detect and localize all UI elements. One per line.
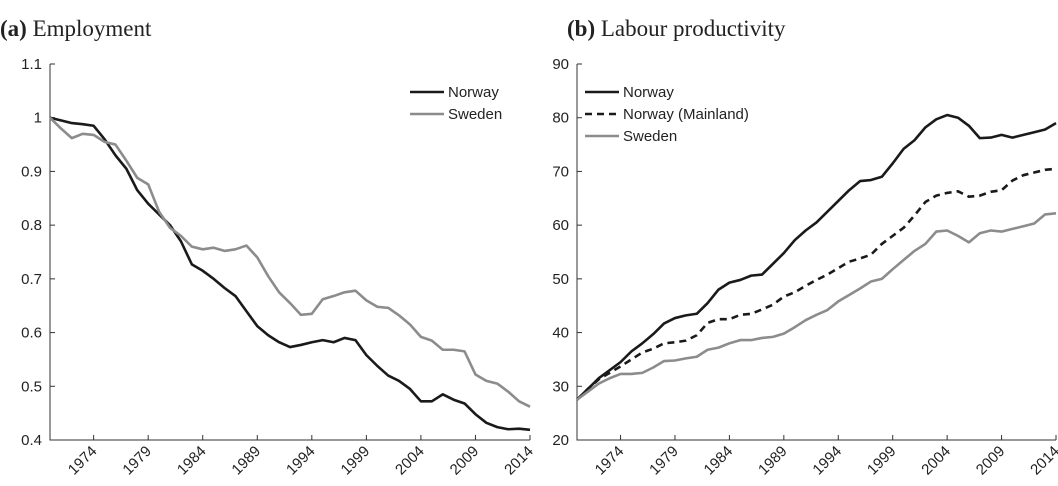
x-tick-label: 1994 [283,443,319,479]
y-tick-label: 40 [552,325,569,342]
y-tick-label: 0.8 [21,217,42,234]
series-line [576,212,1057,401]
series-line [576,167,1057,401]
x-tick-label: 2014 [1027,443,1058,479]
x-tick-label: 2014 [501,443,537,479]
y-tick-label: 70 [552,163,569,180]
y-tick-label: 1.1 [21,56,42,73]
x-tick-label: 1994 [809,443,845,479]
x-tick-label: 2004 [918,443,954,479]
legend-label: Sweden [448,106,502,123]
panel-letter: (a) [0,16,27,41]
panel-title-text: Labour productivity [601,16,786,41]
legend-label: Norway (Mainland) [623,106,749,123]
y-tick-label: 0.5 [21,378,42,395]
y-tick-label: 0.4 [21,432,42,449]
x-tick-label: 1989 [755,443,791,479]
series-line [49,116,531,432]
x-tick-label: 2009 [973,443,1009,479]
x-tick-label: 1989 [228,443,264,479]
y-tick-label: 1 [34,110,42,127]
y-tick-label: 0.7 [21,271,42,288]
x-tick-label: 1974 [592,443,628,479]
x-tick-label: 2009 [447,443,483,479]
y-tick-label: 0.9 [21,163,42,180]
legend-label: Norway [623,84,674,101]
x-tick-label: 1999 [338,443,374,479]
x-tick-label: 1979 [119,443,155,479]
x-tick-label: 1984 [174,443,210,479]
x-tick-label: 2004 [392,443,428,479]
y-tick-label: 90 [552,56,569,73]
x-tick-label: 1999 [864,443,900,479]
legend-label: Sweden [623,128,677,145]
panel-title: (a) Employment [0,16,152,41]
series-line [49,116,531,408]
y-tick-label: 80 [552,110,569,127]
x-tick-label: 1974 [65,443,101,479]
panel-letter: (b) [567,16,595,41]
y-tick-label: 30 [552,378,569,395]
y-tick-label: 60 [552,217,569,234]
x-tick-label: 1979 [646,443,682,479]
series-line [576,113,1057,401]
panel-title: (b) Labour productivity [567,16,786,41]
y-tick-label: 50 [552,271,569,288]
y-tick-label: 20 [552,432,569,449]
panel-title-text: Employment [33,16,152,41]
legend-label: Norway [448,84,499,101]
y-tick-label: 0.6 [21,325,42,342]
x-tick-label: 1984 [701,443,737,479]
